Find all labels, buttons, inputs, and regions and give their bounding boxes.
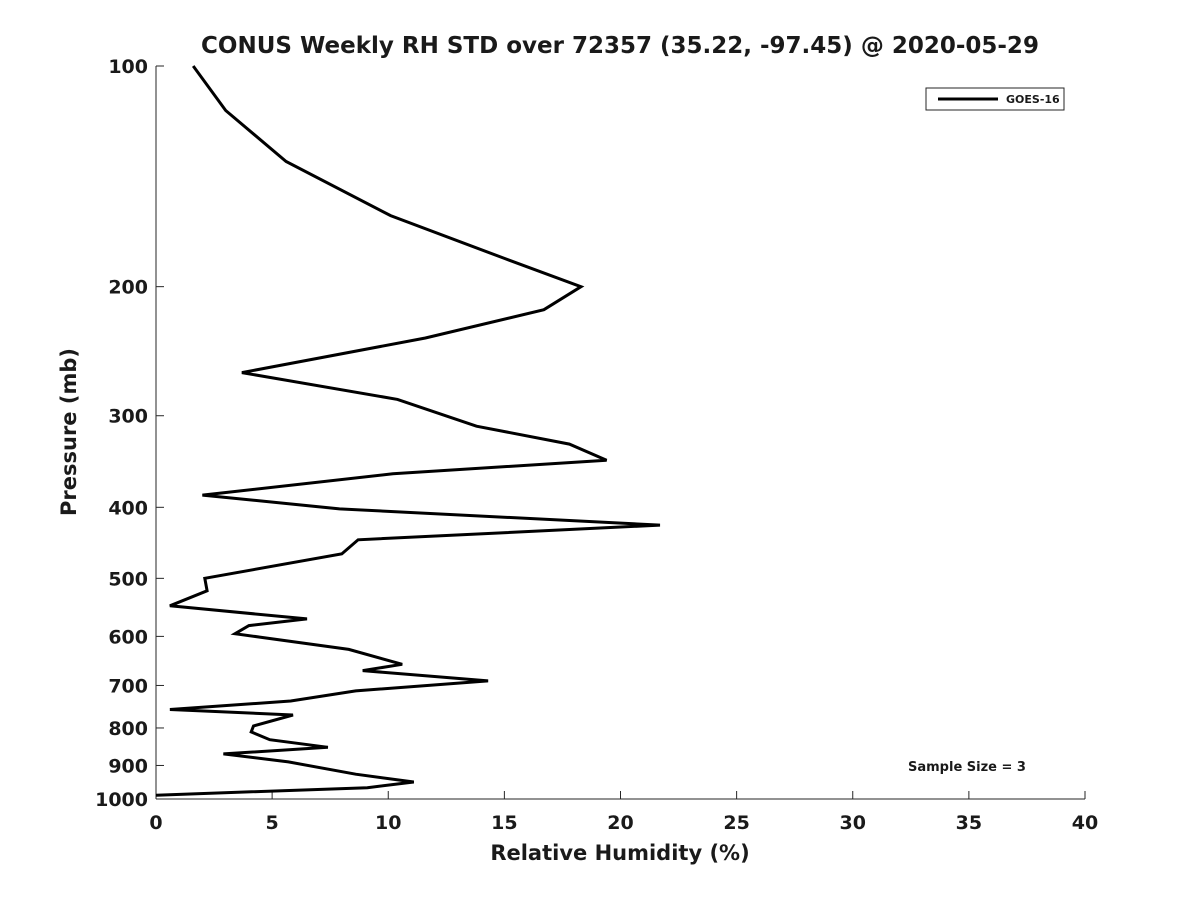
y-tick-label: 900 xyxy=(108,755,148,777)
y-tick-label: 100 xyxy=(108,56,148,78)
axes: 0 5 10 15 20 25 30 35 40 100 200 300 400 500 600 700 800… xyxy=(95,56,1098,834)
y-axis-label: Pressure (mb) xyxy=(57,348,81,516)
y-tick-label: 1000 xyxy=(95,789,148,811)
x-tick-label: 0 xyxy=(149,812,162,834)
x-tick-label: 15 xyxy=(491,812,517,834)
legend-label: GOES-16 xyxy=(1006,93,1060,106)
chart-title: CONUS Weekly RH STD over 72357 (35.22, -… xyxy=(201,33,1039,59)
x-tick-label: 20 xyxy=(607,812,633,834)
x-tick-label: 5 xyxy=(266,812,279,834)
legend: GOES-16 xyxy=(925,87,1065,111)
y-tick-label: 200 xyxy=(108,277,148,299)
y-tick-label: 400 xyxy=(108,497,148,519)
y-tick-label: 300 xyxy=(108,406,148,428)
x-tick-label: 25 xyxy=(723,812,749,834)
x-tick-label: 35 xyxy=(956,812,982,834)
x-tick-label: 30 xyxy=(840,812,866,834)
series-line-goes-16 xyxy=(155,65,661,797)
y-tick-label: 600 xyxy=(108,626,148,648)
x-axis-label: Relative Humidity (%) xyxy=(490,841,749,865)
y-tick-label: 700 xyxy=(108,675,148,697)
y-tick-label: 500 xyxy=(108,568,148,590)
series-group xyxy=(155,65,661,797)
sample-size-annotation: Sample Size = 3 xyxy=(908,760,1026,775)
x-tick-label: 10 xyxy=(375,812,401,834)
y-tick-label: 800 xyxy=(108,718,148,740)
x-tick-label: 40 xyxy=(1072,812,1098,834)
